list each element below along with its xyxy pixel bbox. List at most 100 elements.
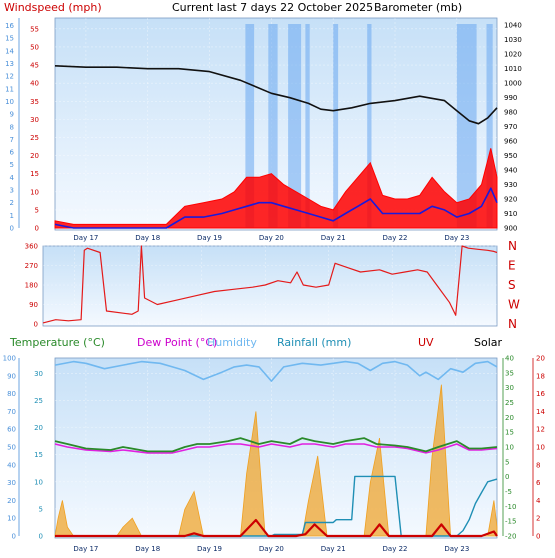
humidity-tick-7: 70 (7, 408, 16, 416)
p3-day-label-4: Day 21 (321, 545, 346, 553)
outer-tick-0: 0 (10, 225, 14, 233)
compass-label-3: E (508, 259, 516, 273)
rain-tick-6: 30 (34, 370, 43, 378)
p1-day-label-0: Day 17 (73, 234, 98, 242)
panel-wind-direction (42, 245, 498, 327)
outer-tick-6: 6 (10, 149, 15, 157)
humidity-tick-5: 50 (7, 444, 16, 452)
sunshine-band-1 (268, 24, 278, 228)
p3-day-label-2: Day 19 (197, 545, 222, 553)
mb-tick-10: 1000 (504, 80, 522, 88)
wind-direction-line (42, 245, 498, 324)
outer-tick-1: 1 (10, 212, 14, 220)
dew-point-line (54, 443, 498, 454)
uv-tick-10: 20 (536, 355, 545, 363)
sunshine-band-5 (367, 24, 372, 228)
p1-day-label-5: Day 22 (383, 234, 408, 242)
windspeed-label: Windspeed (mph) (4, 1, 102, 14)
humidity-tick-6: 60 (7, 426, 16, 434)
sunshine-band-0 (245, 24, 255, 228)
mph-tick-5: 25 (30, 134, 39, 142)
mph-tick-2: 10 (30, 188, 39, 196)
temperature-line (54, 437, 498, 453)
mph-tick-4: 20 (30, 152, 39, 160)
temp-tick-5: 5 (505, 458, 509, 466)
p1-day-label-2: Day 19 (197, 234, 222, 242)
temp-tick-1: -15 (505, 518, 516, 526)
mb-tick-1: 910 (504, 210, 517, 218)
uv-tick-2: 4 (536, 497, 541, 505)
outer-tick-14: 14 (5, 47, 14, 55)
outer-tick-12: 12 (5, 73, 14, 81)
mb-tick-13: 1030 (504, 36, 522, 44)
humidity-tick-9: 90 (7, 372, 16, 380)
uv-tick-3: 6 (536, 479, 541, 487)
mph-tick-7: 35 (30, 98, 39, 106)
uv-tick-6: 12 (536, 426, 545, 434)
uv-tick-1: 2 (536, 515, 540, 523)
temp-tick-12: 40 (505, 355, 514, 363)
humidity-tick-10: 100 (3, 355, 16, 363)
mb-tick-9: 990 (504, 94, 517, 102)
mb-tick-7: 970 (504, 123, 517, 131)
compass-label-0: N (508, 317, 517, 331)
outer-tick-8: 8 (10, 123, 14, 131)
dir-tick-2: 180 (25, 282, 38, 290)
p1-day-label-3: Day 20 (259, 234, 284, 242)
p3-day-label-5: Day 22 (383, 545, 408, 553)
humidity-line (54, 360, 498, 382)
barometer-line (54, 65, 498, 125)
legend-dew-point: Dew Point (°C) (137, 336, 217, 349)
rainfall-line (55, 475, 498, 537)
mph-tick-8: 40 (30, 80, 39, 88)
dir-tick-4: 360 (25, 243, 38, 251)
chart-title: Current last 7 days 22 October 2025 (172, 1, 373, 14)
sunshine-band-4 (333, 24, 339, 228)
outer-tick-3: 3 (10, 187, 14, 195)
mph-tick-6: 30 (30, 116, 39, 124)
uv-line (55, 518, 498, 538)
temp-tick-0: -20 (505, 533, 516, 541)
temp-tick-10: 30 (505, 384, 514, 392)
temp-tick-4: 0 (505, 473, 509, 481)
rain-tick-1: 5 (39, 505, 43, 513)
p1-day-label-6: Day 23 (444, 234, 469, 242)
p3-day-label-1: Day 18 (135, 545, 160, 553)
barometer-label: Barometer (mb) (374, 1, 462, 14)
outer-tick-5: 5 (10, 161, 14, 169)
uv-tick-4: 8 (536, 461, 540, 469)
mph-tick-0: 0 (35, 225, 39, 233)
legend-humidity: Humidity (207, 336, 257, 349)
temp-tick-7: 15 (505, 429, 514, 437)
mb-tick-0: 900 (504, 225, 517, 233)
outer-tick-13: 13 (5, 60, 14, 68)
uv-tick-8: 16 (536, 390, 545, 398)
outer-tick-15: 15 (5, 35, 14, 43)
mb-tick-8: 980 (504, 109, 517, 117)
mph-tick-9: 45 (30, 62, 39, 70)
wind-average-line (54, 187, 498, 229)
temp-tick-11: 35 (505, 369, 514, 377)
legend-temperature: Temperature (°C) (9, 336, 105, 349)
temp-tick-9: 25 (505, 399, 514, 407)
dir-tick-1: 90 (29, 301, 38, 309)
compass-label-2: S (508, 278, 516, 292)
rain-tick-4: 20 (34, 424, 43, 432)
p3-day-label-3: Day 20 (259, 545, 284, 553)
rain-tick-5: 25 (34, 397, 43, 405)
compass-label-1: W (508, 298, 520, 312)
wind-gust-area (54, 148, 498, 229)
temp-tick-2: -10 (505, 503, 516, 511)
sunshine-band-7 (486, 24, 493, 228)
mb-tick-5: 950 (504, 152, 517, 160)
temp-tick-3: -5 (505, 488, 512, 496)
humidity-tick-4: 40 (7, 461, 16, 469)
mph-tick-1: 5 (35, 206, 39, 214)
uv-tick-5: 10 (536, 444, 545, 452)
rain-tick-0: 0 (39, 533, 43, 541)
legend-solar: Solar (474, 336, 503, 349)
mb-tick-12: 1020 (504, 51, 522, 59)
outer-tick-11: 11 (5, 85, 14, 93)
p3-day-label-0: Day 17 (73, 545, 98, 553)
